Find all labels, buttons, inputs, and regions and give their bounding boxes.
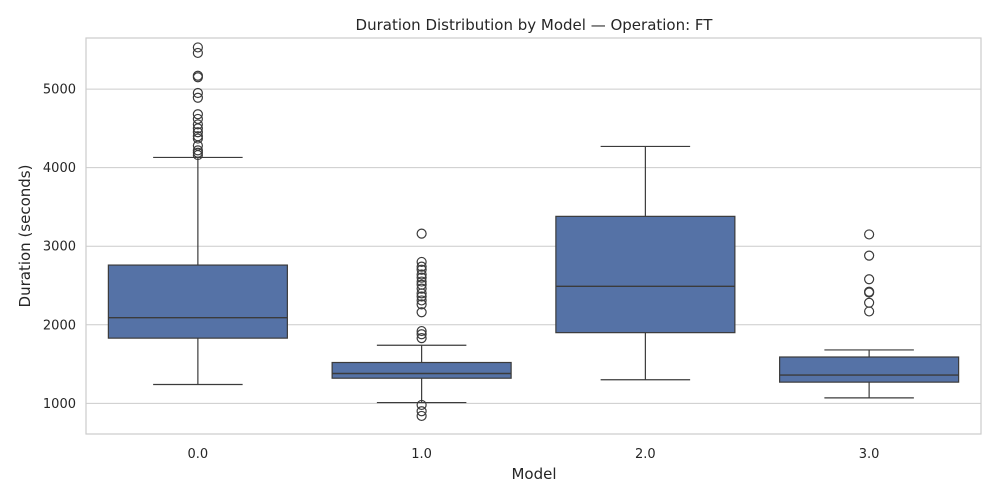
outlier-point: [416, 307, 427, 318]
outlier-point: [416, 276, 427, 287]
outlier-point: [416, 261, 427, 272]
x-tick-labels: 0.0 1.0 2.0 3.0: [188, 447, 880, 462]
outlier-point: [864, 250, 875, 261]
outlier-point: [192, 47, 203, 59]
outlier-point: [416, 228, 427, 239]
outlier-point: [864, 297, 875, 308]
outlier-point: [416, 256, 427, 268]
x-tick-label: 2.0: [635, 447, 656, 462]
outlier-point: [416, 410, 427, 422]
y-tick-labels: 1000 2000 3000 4000 5000: [43, 83, 76, 412]
y-tick-label: 2000: [43, 318, 76, 333]
outlier-point: [416, 325, 427, 337]
y-tick-label: 3000: [43, 240, 76, 255]
y-axis-label: Duration (seconds): [16, 165, 34, 308]
x-tick-label: 1.0: [411, 447, 432, 462]
grid-lines: [86, 88, 981, 404]
outlier-point: [416, 283, 427, 294]
outlier-point: [192, 70, 203, 81]
outlier-point: [192, 113, 203, 125]
iqr-box: [331, 361, 512, 379]
outlier-point: [416, 272, 427, 283]
iqr-box: [555, 215, 736, 334]
outlier-point: [416, 333, 427, 344]
outlier-point: [192, 127, 203, 138]
x-tick-label: 3.0: [859, 447, 880, 462]
box-group: [107, 42, 288, 386]
outlier-point: [192, 42, 203, 53]
outlier-point: [192, 131, 203, 142]
outlier-point: [192, 145, 203, 156]
y-tick-label: 5000: [43, 83, 76, 98]
chart-title: Duration Distribution by Model — Operati…: [356, 16, 714, 34]
outlier-point: [416, 264, 427, 275]
x-axis-label: Model: [511, 465, 556, 483]
outlier-point: [192, 87, 203, 99]
y-tick-label: 4000: [43, 161, 76, 176]
outlier-point: [416, 299, 427, 310]
outlier-point: [864, 229, 875, 240]
iqr-box: [779, 356, 960, 383]
outlier-point: [192, 92, 203, 103]
outlier-point: [416, 291, 427, 302]
outlier-point: [192, 119, 203, 130]
box-group: [331, 228, 512, 422]
y-tick-label: 1000: [43, 397, 76, 412]
box-plots: [107, 42, 960, 422]
outlier-point: [192, 109, 203, 120]
outlier-point: [864, 286, 875, 297]
plot-frame: [85, 37, 982, 435]
outlier-point: [416, 279, 427, 290]
outlier-point: [864, 274, 875, 285]
outlier-point: [416, 329, 427, 340]
box-group: [555, 145, 736, 381]
outlier-point: [416, 406, 427, 417]
outlier-point: [416, 269, 427, 280]
outlier-point: [864, 306, 875, 317]
box-group: [779, 229, 960, 399]
outlier-point: [416, 399, 427, 411]
outlier-point: [416, 295, 427, 306]
x-tick-label: 0.0: [188, 447, 209, 462]
iqr-box: [107, 264, 288, 339]
